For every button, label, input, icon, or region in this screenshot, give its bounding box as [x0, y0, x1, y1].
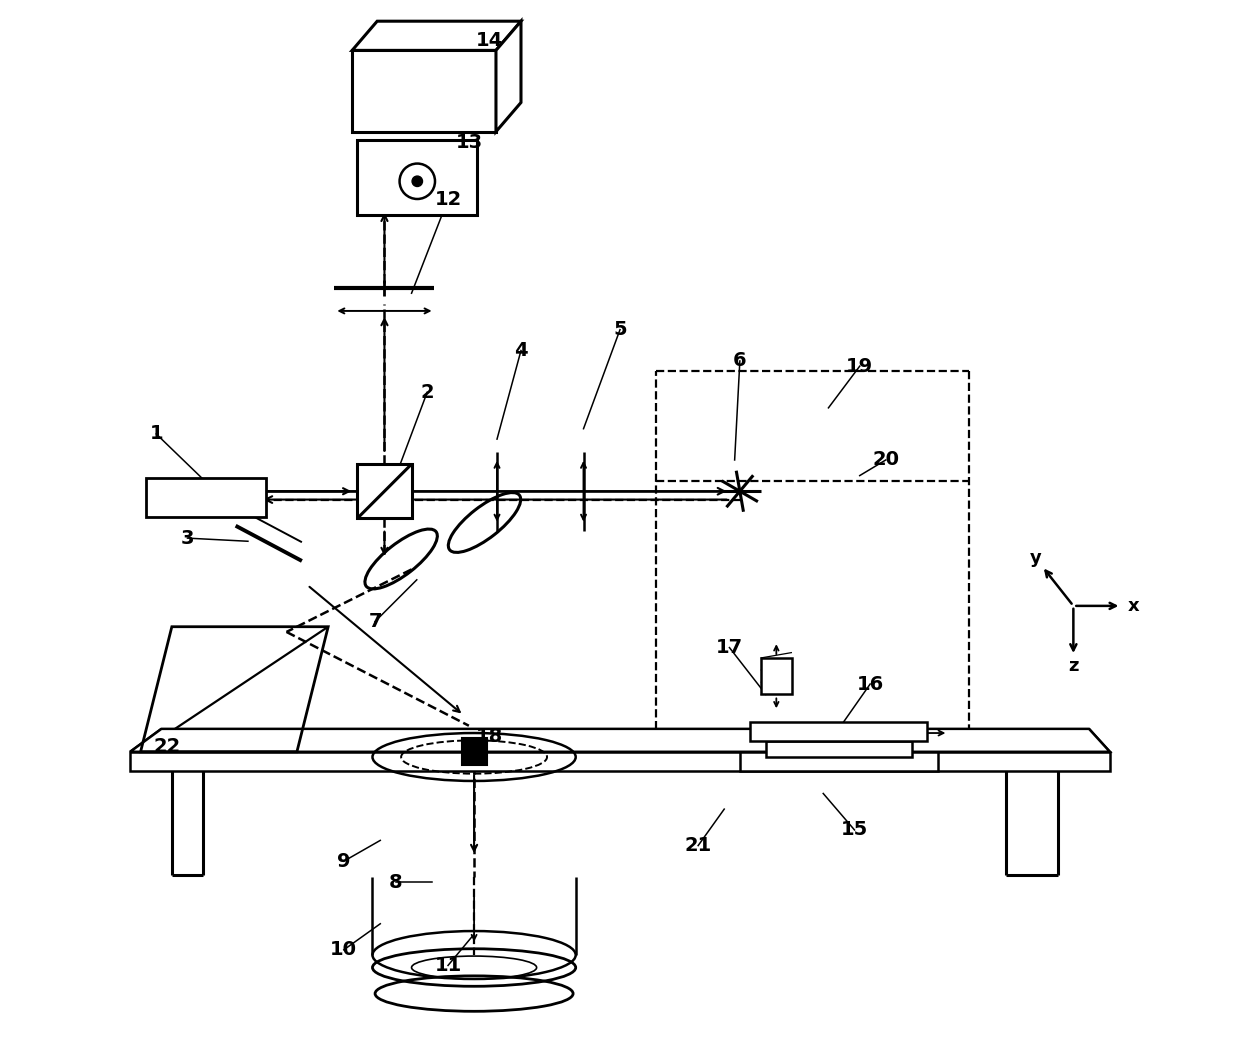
- Text: 9: 9: [337, 852, 351, 870]
- Text: x: x: [1127, 597, 1140, 614]
- Text: 18: 18: [476, 726, 503, 746]
- Text: 3: 3: [181, 529, 195, 548]
- Text: 21: 21: [684, 836, 712, 855]
- Bar: [760, 658, 792, 695]
- Circle shape: [412, 176, 423, 186]
- Text: 13: 13: [455, 133, 482, 152]
- Text: 10: 10: [330, 940, 357, 959]
- Text: 15: 15: [841, 820, 868, 839]
- Polygon shape: [130, 728, 1110, 751]
- Text: 7: 7: [368, 612, 382, 631]
- Polygon shape: [130, 751, 1110, 770]
- Text: 4: 4: [515, 341, 528, 361]
- Polygon shape: [750, 722, 928, 741]
- Polygon shape: [496, 21, 521, 132]
- Text: 20: 20: [872, 450, 899, 469]
- Text: z: z: [1068, 657, 1079, 675]
- Text: 8: 8: [389, 873, 403, 891]
- Text: 19: 19: [846, 356, 873, 375]
- Text: 14: 14: [476, 31, 503, 50]
- Bar: [357, 140, 477, 215]
- Text: 1: 1: [149, 424, 162, 443]
- Text: 17: 17: [715, 638, 743, 657]
- Text: 12: 12: [434, 190, 461, 209]
- Polygon shape: [766, 741, 911, 758]
- Text: 5: 5: [614, 320, 626, 340]
- Bar: [352, 50, 496, 132]
- Text: y: y: [1030, 549, 1042, 567]
- Polygon shape: [740, 751, 937, 770]
- Text: 22: 22: [153, 737, 180, 757]
- Text: 2: 2: [420, 382, 434, 401]
- Text: 11: 11: [434, 956, 461, 975]
- Text: 16: 16: [857, 674, 884, 694]
- Bar: [146, 478, 265, 517]
- Polygon shape: [352, 21, 521, 50]
- Bar: [357, 464, 412, 518]
- Bar: [461, 738, 486, 765]
- Text: 6: 6: [733, 351, 746, 371]
